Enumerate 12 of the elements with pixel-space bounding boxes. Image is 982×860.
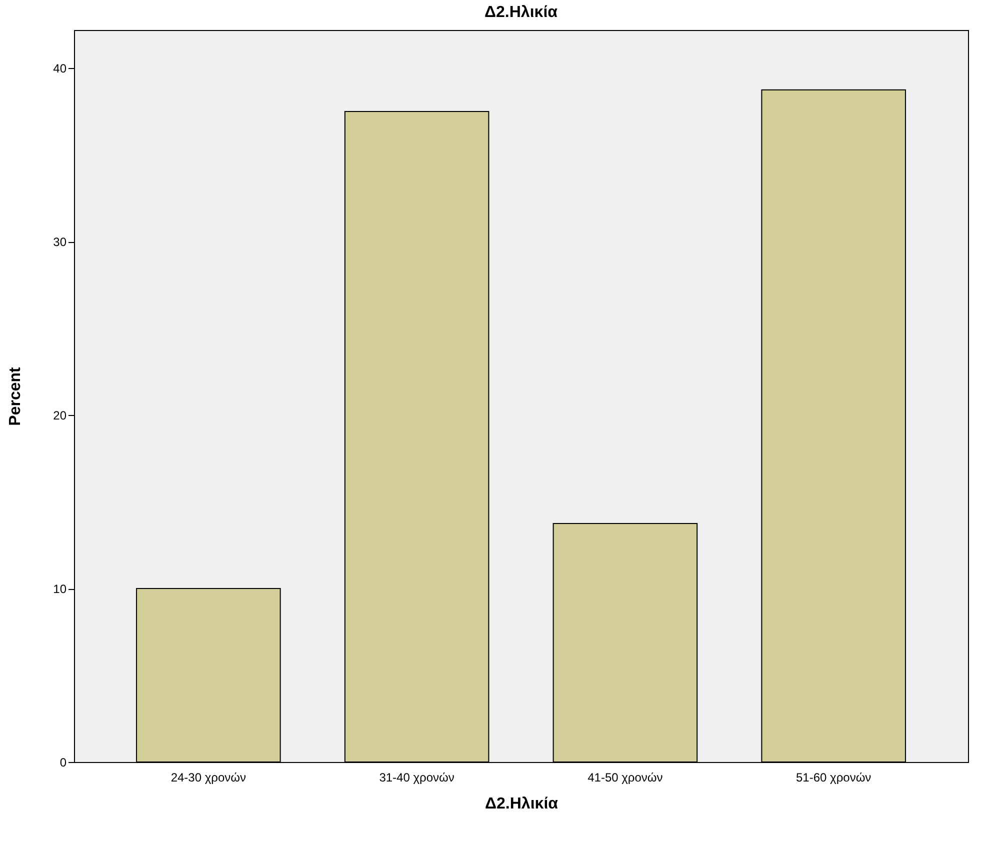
y-tick-label: 30 — [53, 235, 67, 250]
y-tick-label: 40 — [53, 62, 67, 76]
x-axis-title: Δ2.Ηλικία — [485, 796, 558, 812]
chart-title: Δ2.Ηλικία — [484, 4, 558, 21]
y-tick-label: 0 — [60, 756, 67, 770]
y-axis-title: Percent — [7, 366, 24, 426]
y-tick-label: 20 — [53, 408, 67, 423]
y-tick-label: 10 — [53, 582, 67, 596]
x-tick-label: 31-40 χρονών — [379, 770, 454, 784]
x-tick-label: 24-30 χρονών — [170, 770, 246, 784]
x-tick-label: 41-50 χρονών — [588, 770, 663, 784]
x-tick-label: 51-60 χρονών — [796, 770, 872, 784]
